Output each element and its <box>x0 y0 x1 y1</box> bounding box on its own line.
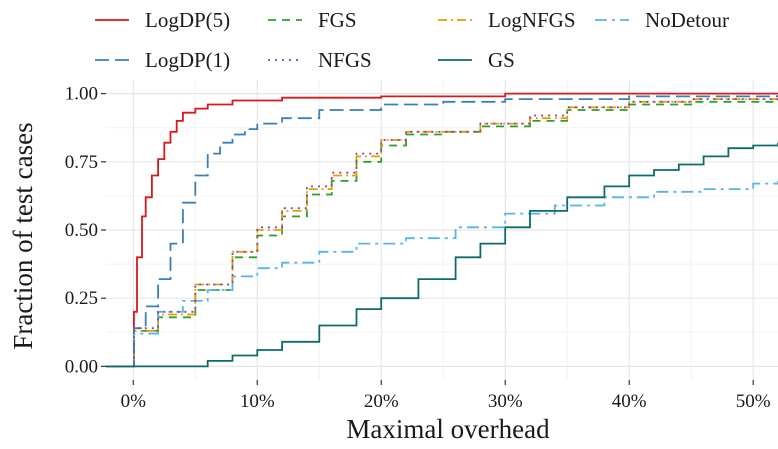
y-tick-label: 0.25 <box>65 288 98 309</box>
legend-label: GS <box>488 48 515 72</box>
x-tick-label: 20% <box>364 391 399 412</box>
x-tick-label: 10% <box>240 391 275 412</box>
legend-label: LogDP(1) <box>145 48 230 72</box>
series-line-nodetour <box>106 180 778 368</box>
x-axis-title: Maximal overhead <box>346 414 550 444</box>
plot-area <box>106 80 778 380</box>
y-tick-label: 0.50 <box>65 220 98 241</box>
series-group <box>106 92 778 368</box>
series-line-fgs <box>106 99 778 368</box>
y-tick-label: 0.00 <box>65 356 98 377</box>
series-line-logdp-5 <box>106 92 778 368</box>
x-tick-label: 50% <box>736 391 771 412</box>
y-axis-title: Fraction of test cases <box>8 122 38 349</box>
y-axis: 0.00 0.25 0.50 0.75 1.00 <box>65 84 106 377</box>
legend-label: LogNFGS <box>488 8 576 32</box>
legend-label: LogDP(5) <box>145 8 230 32</box>
series-line-logdp-1 <box>106 95 778 368</box>
x-tick-label: 40% <box>612 391 647 412</box>
series-line-nfgs <box>106 96 778 368</box>
x-tick-label: 30% <box>488 391 523 412</box>
y-tick-label: 0.75 <box>65 152 98 173</box>
series-line-lognfgs <box>106 96 778 368</box>
legend: LogDP(5) FGS LogNFGS NoDetour LogDP(1) NFGS GS <box>95 8 729 72</box>
x-tick-label: 0% <box>121 391 147 412</box>
legend-label: NFGS <box>318 48 372 72</box>
legend-label: NoDetour <box>645 8 729 32</box>
x-axis: 0% 10% 20% 30% 40% 50% <box>121 380 771 412</box>
legend-label: FGS <box>318 8 357 32</box>
series-line-gs <box>106 142 778 368</box>
y-tick-label: 1.00 <box>65 84 98 105</box>
